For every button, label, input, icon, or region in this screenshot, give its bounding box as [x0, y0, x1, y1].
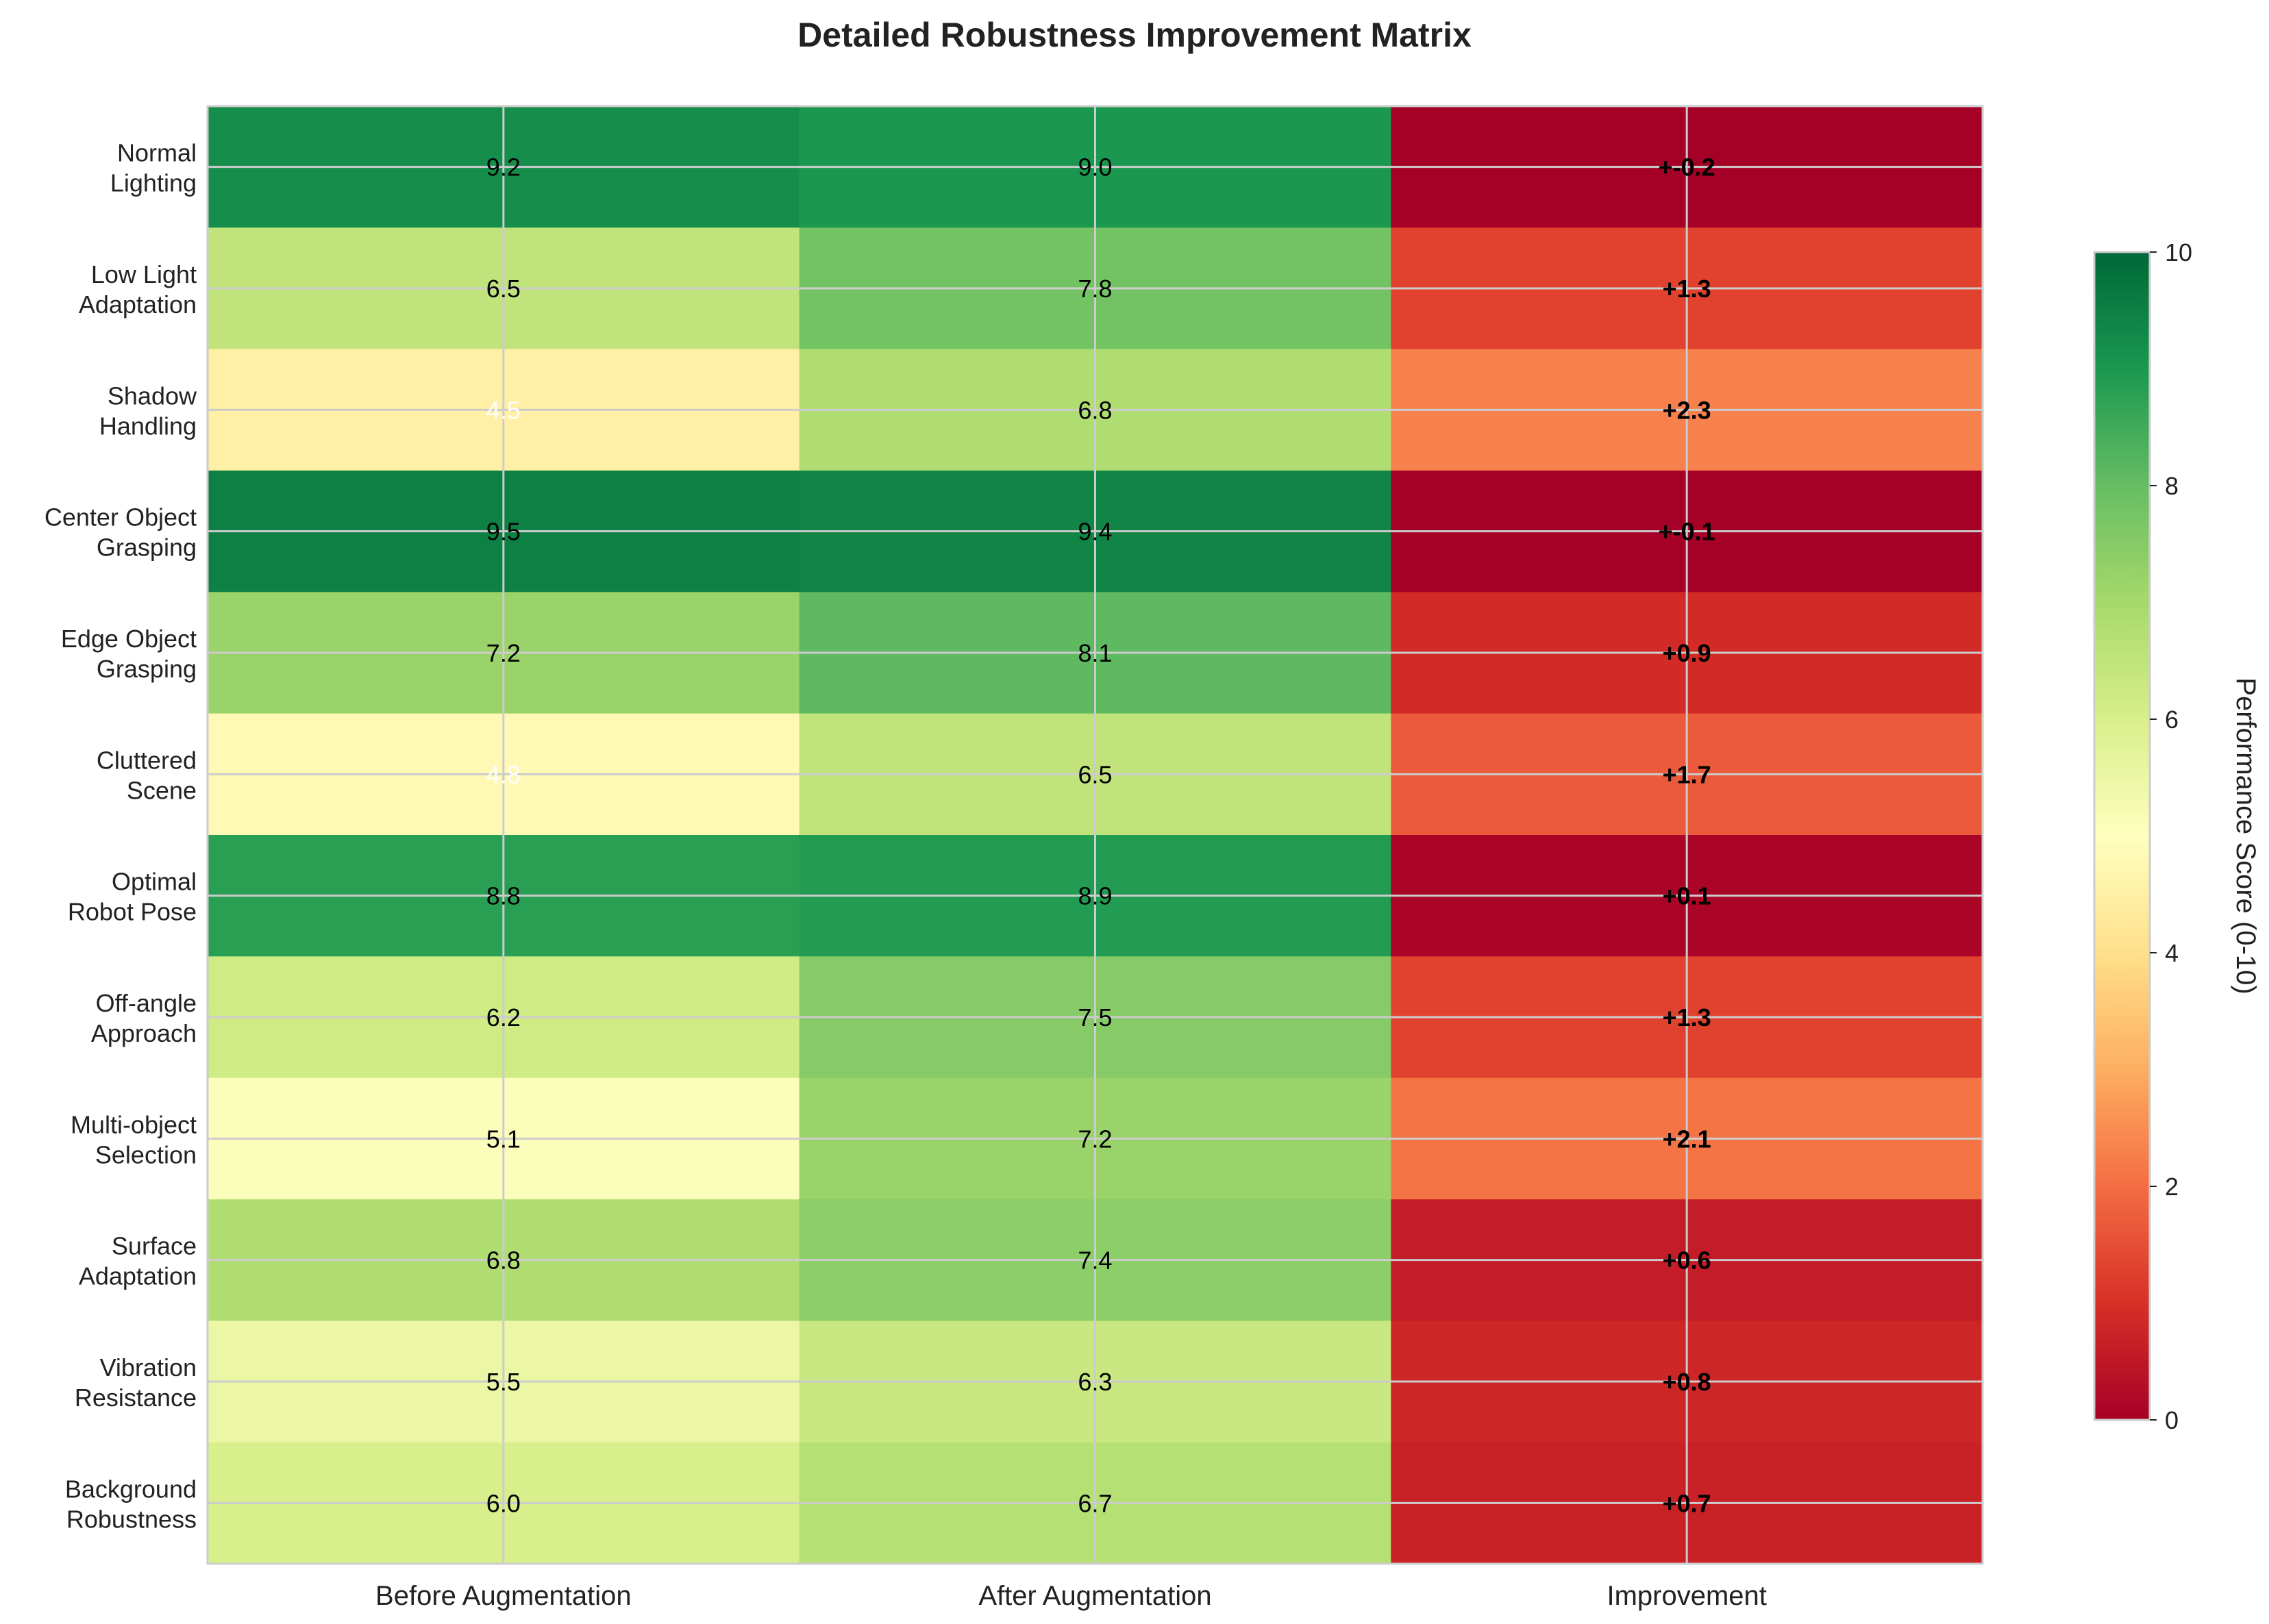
cell-value-label: 7.2	[486, 639, 521, 667]
cell-value-label: +1.7	[1663, 760, 1711, 788]
cell-value-label: 9.2	[486, 153, 521, 182]
colorbar-ticks: 0 2 4 6 8 10	[2150, 238, 2192, 1434]
row-label: Cluttered Scene	[97, 746, 197, 804]
cell-value-label: 6.5	[486, 275, 521, 303]
colorbar-tick-label: 2	[2165, 1173, 2179, 1201]
colorbar: 0 2 4 6 8 10 Performance Score (0-10)	[2093, 238, 2261, 1434]
cell-value-label: +0.8	[1663, 1368, 1711, 1396]
cell-value-label: 6.8	[1078, 396, 1112, 424]
row-label: Background Robustness	[65, 1475, 197, 1533]
cell-value-label: 6.2	[486, 1003, 521, 1032]
colorbar-tick-label: 0	[2165, 1406, 2179, 1434]
row-label: Center Object Grasping	[45, 503, 197, 562]
cell-value-label: +2.3	[1663, 396, 1711, 424]
cell-value-label: 7.8	[1078, 275, 1112, 303]
cell-value-label: 6.5	[1078, 760, 1112, 788]
row-label: Surface Adaptation	[79, 1232, 197, 1290]
colorbar-label: Performance Score (0-10)	[2231, 677, 2261, 994]
cell-value-label: 7.5	[1078, 1003, 1112, 1032]
gridlines	[208, 106, 1983, 1564]
colorbar-tick-label: 8	[2165, 472, 2179, 500]
cell-value-label: 8.1	[1078, 639, 1112, 667]
cell-value-label: +-0.1	[1659, 518, 1715, 546]
cell-value-label: 4.8	[486, 760, 521, 788]
cell-value-labels: 9.2 9.0 +-0.2 6.5 7.8 +1.3 4.5 6.8 +2.3 9.5 9.4 +-0…	[486, 153, 1715, 1518]
cell-value-label: +0.7	[1663, 1489, 1711, 1517]
cell-value-label: +1.3	[1663, 275, 1711, 303]
colorbar-tick-label: 10	[2165, 238, 2192, 266]
cell-value-label: +0.6	[1663, 1247, 1711, 1275]
row-label: Vibration Resistance	[75, 1353, 197, 1412]
colorbar-tick-label: 4	[2165, 939, 2179, 967]
cell-value-label: 9.4	[1078, 518, 1112, 546]
row-label: Normal Lighting	[110, 139, 197, 197]
cell-value-label: +0.9	[1663, 639, 1711, 667]
row-label: Off-angle Approach	[91, 989, 197, 1047]
row-label: Optimal Robot Pose	[68, 868, 197, 926]
column-label: Improvement	[1607, 1581, 1766, 1611]
cell-value-label: 8.9	[1078, 882, 1112, 910]
row-label: Low Light Adaptation	[79, 260, 197, 318]
cell-value-label: 9.0	[1078, 153, 1112, 182]
cell-value-label: +0.1	[1663, 882, 1711, 910]
row-label: Shadow Handling	[99, 382, 197, 440]
column-labels: Before Augmentation After Augmentation Imp…	[375, 1581, 1767, 1611]
row-label: Multi-object Selection	[71, 1110, 197, 1169]
cell-value-label: 6.7	[1078, 1489, 1112, 1517]
colorbar-gradient	[2093, 251, 2151, 1421]
cell-value-label: 5.5	[486, 1368, 521, 1396]
cell-value-label: 6.0	[486, 1489, 521, 1517]
column-label: Before Augmentation	[375, 1581, 632, 1611]
chart-title: Detailed Robustness Improvement Matrix	[797, 16, 1472, 54]
column-label: After Augmentation	[978, 1581, 1211, 1611]
cell-value-label: 6.8	[486, 1247, 521, 1275]
cell-value-label: +-0.2	[1659, 153, 1715, 182]
cell-value-label: 8.8	[486, 882, 521, 910]
cell-value-label: 9.5	[486, 518, 521, 546]
cell-value-label: 7.4	[1078, 1247, 1112, 1275]
plot-frame	[206, 105, 1984, 1565]
cell-value-label: 7.2	[1078, 1125, 1112, 1153]
colorbar-tick-label: 6	[2165, 705, 2179, 734]
row-labels: Normal Lighting Low Light Adaptation Shadow H…	[45, 139, 197, 1534]
cell-value-label: 4.5	[486, 396, 521, 424]
cell-value-label: 6.3	[1078, 1368, 1112, 1396]
row-label: Edge Object Grasping	[61, 625, 197, 683]
cell-value-label: +1.3	[1663, 1003, 1711, 1032]
cell-value-label: 5.1	[486, 1125, 521, 1153]
cell-value-label: +2.1	[1663, 1125, 1711, 1153]
